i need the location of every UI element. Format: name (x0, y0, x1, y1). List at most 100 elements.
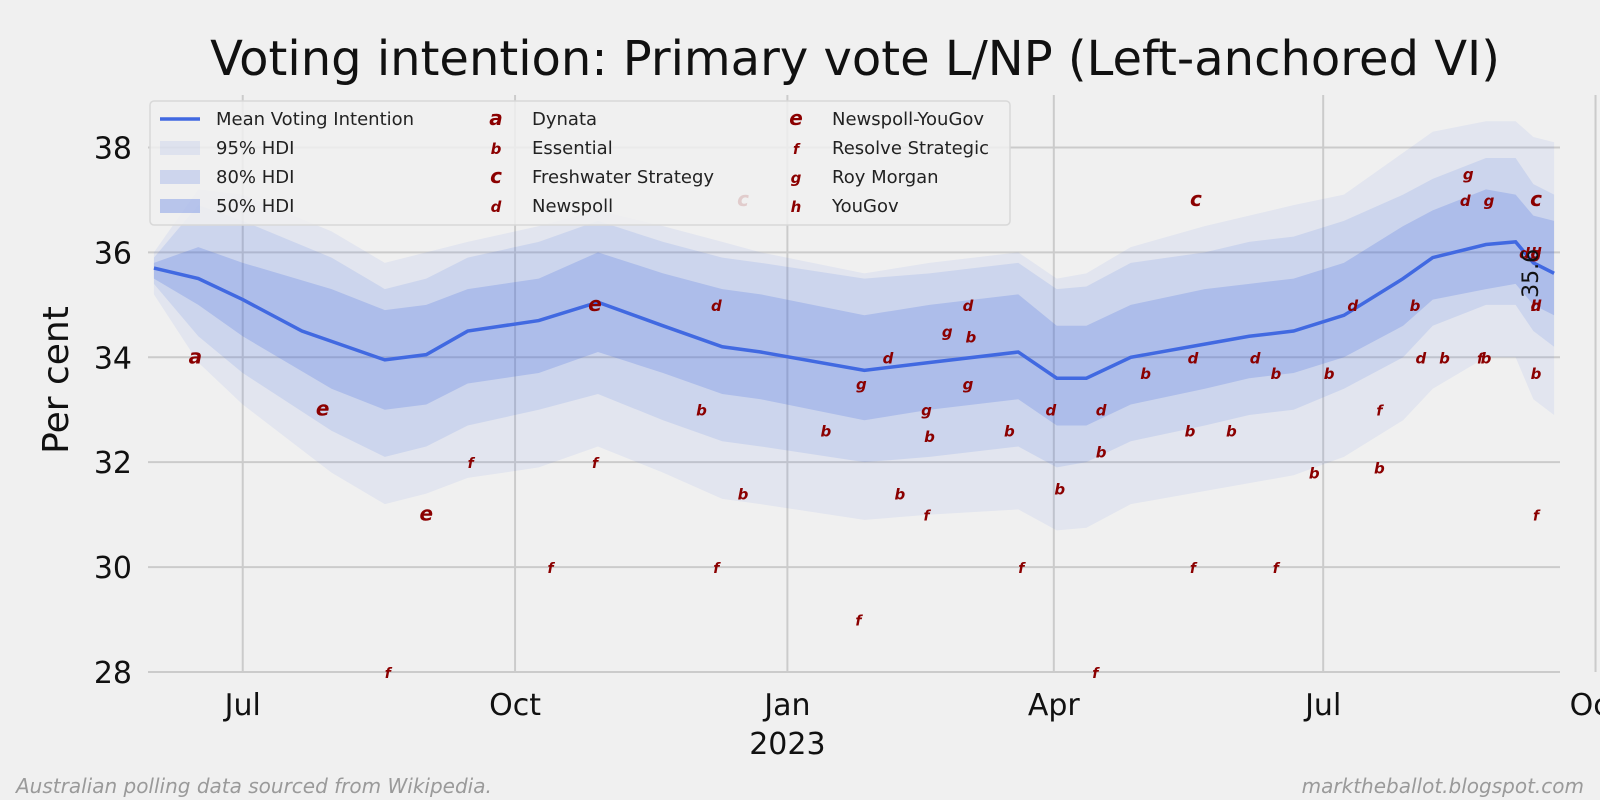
legend-label: Resolve Strategic (832, 138, 989, 159)
poll-marker-f: f (1092, 666, 1100, 682)
footer-blog: marktheballot.blogspot.com (1301, 774, 1584, 798)
legend-label: Roy Morgan (832, 167, 939, 188)
poll-marker-f: f (1018, 561, 1026, 577)
legend-label: Newspoll (532, 196, 613, 217)
poll-marker-d: d (1096, 402, 1107, 420)
legend-label: 50% HDI (216, 196, 294, 217)
poll-marker-b: b (1140, 365, 1151, 383)
poll-marker-g: g (1484, 192, 1495, 210)
hdi-band-95 (153, 115, 1555, 531)
x-tick-label: Jan (762, 688, 810, 723)
poll-marker-d: d (1415, 349, 1426, 367)
poll-marker-b: b (1481, 349, 1492, 367)
poll-marker-d: d (1531, 244, 1542, 262)
poll-marker-c: c (1190, 187, 1202, 211)
poll-marker-f: f (468, 456, 476, 472)
legend-box (149, 100, 1011, 226)
poll-marker-b: b (821, 423, 832, 441)
poll-marker-b: b (696, 402, 707, 420)
poll-marker-d: d (1250, 349, 1261, 367)
legend-marker-f: f (793, 142, 801, 158)
y-tick-label: 32 (94, 446, 132, 481)
legend-marker-g: g (791, 169, 802, 187)
legend-marker-h: h (791, 198, 802, 216)
legend-marker-d: d (491, 198, 502, 216)
legend-band-swatch (160, 141, 200, 155)
poll-marker-h: h (1531, 244, 1542, 262)
x-tick-label: Oct (489, 688, 541, 723)
poll-marker-f: f (592, 456, 600, 472)
poll-marker-g: g (856, 376, 867, 394)
poll-marker-b: b (1226, 423, 1237, 441)
mean-line (153, 240, 1555, 381)
y-tick-label: 38 (94, 131, 132, 166)
poll-marker-f: f (1533, 509, 1541, 525)
poll-marker-f: f (1273, 561, 1281, 577)
poll-marker-e: e (316, 397, 330, 421)
poll-marker-b: b (1439, 349, 1450, 367)
legend: Mean Voting Intention 95% HDI 80% HDI 50% H… (149, 100, 1011, 226)
poll-marker-e: e (419, 502, 433, 526)
end-value-label: 35.6 (1519, 249, 1544, 298)
hdi-band-50 (153, 189, 1555, 426)
poll-marker-g: g (942, 323, 953, 341)
poll-marker-c: c (1530, 187, 1542, 211)
poll-marker-f: f (548, 561, 556, 577)
poll-marker-f: f (923, 509, 931, 525)
legend-label: 95% HDI (216, 138, 294, 159)
poll-marker-b: b (1324, 365, 1335, 383)
y-tick-label: 34 (94, 341, 132, 376)
x-tick-label: Apr (1028, 688, 1081, 723)
poll-marker-d: d (1045, 402, 1056, 420)
poll-marker-b: b (1054, 480, 1065, 498)
poll-marker-b: b (1096, 444, 1107, 462)
poll-marker-b: b (1270, 365, 1281, 383)
poll-marker-b: b (1004, 423, 1015, 441)
poll-marker-g: g (963, 376, 974, 394)
y-axis-label: Per cent (36, 306, 77, 454)
poll-markers: aeeeffffffffffffffcccdddddddddddddgggggg… (189, 166, 1542, 682)
hdi-band-80 (153, 157, 1555, 468)
poll-marker-b: b (924, 428, 935, 446)
poll-marker-d: d (711, 297, 722, 315)
hdi-bands (153, 115, 1555, 531)
poll-marker-f: f (385, 666, 393, 682)
legend-band-swatch (160, 199, 200, 213)
x-tick-label: Jul (223, 688, 261, 723)
legend-label: Mean Voting Intention (216, 109, 414, 130)
poll-marker-b: b (738, 486, 749, 504)
poll-marker-a: a (189, 344, 203, 368)
poll-marker-b: b (895, 486, 906, 504)
poll-marker-d: d (883, 349, 894, 367)
legend-label: Freshwater Strategy (532, 167, 714, 188)
legend-label: 80% HDI (216, 167, 294, 188)
legend-marker-e: e (789, 106, 803, 130)
poll-marker-b: b (966, 328, 977, 346)
footer-source: Australian polling data sourced from Wik… (16, 774, 492, 798)
y-tick-label: 30 (94, 551, 132, 586)
legend-label: Newspoll-YouGov (832, 109, 984, 130)
y-tick-label: 28 (94, 656, 132, 691)
legend-marker-a: a (489, 106, 503, 130)
poll-marker-h: h (1531, 297, 1542, 315)
poll-marker-g: g (1531, 244, 1542, 262)
legend-label: YouGov (831, 196, 899, 217)
axis-ticks: 28 30 32 34 36 38 Jul Oct Jan Apr Jul Oct 2023 (94, 131, 1600, 762)
chart-title: Voting intention: Primary vote L/NP (Lef… (210, 31, 1500, 87)
poll-marker-d: d (1531, 297, 1542, 315)
poll-marker-b: b (1531, 365, 1542, 383)
poll-marker-g: g (1463, 166, 1474, 184)
poll-marker-d: d (1188, 349, 1199, 367)
poll-marker-d: d (963, 297, 974, 315)
legend-label: Essential (532, 138, 613, 159)
legend-band-swatch (160, 170, 200, 184)
poll-marker-b: b (1410, 297, 1421, 315)
legend-marker-c: c (490, 164, 502, 188)
poll-marker-e: e (588, 292, 602, 316)
poll-marker-f: f (855, 614, 863, 630)
poll-marker-f: f (1376, 404, 1384, 420)
y-tick-label: 36 (94, 236, 132, 271)
poll-marker-d: d (1347, 297, 1358, 315)
poll-marker-b: b (1309, 465, 1320, 483)
